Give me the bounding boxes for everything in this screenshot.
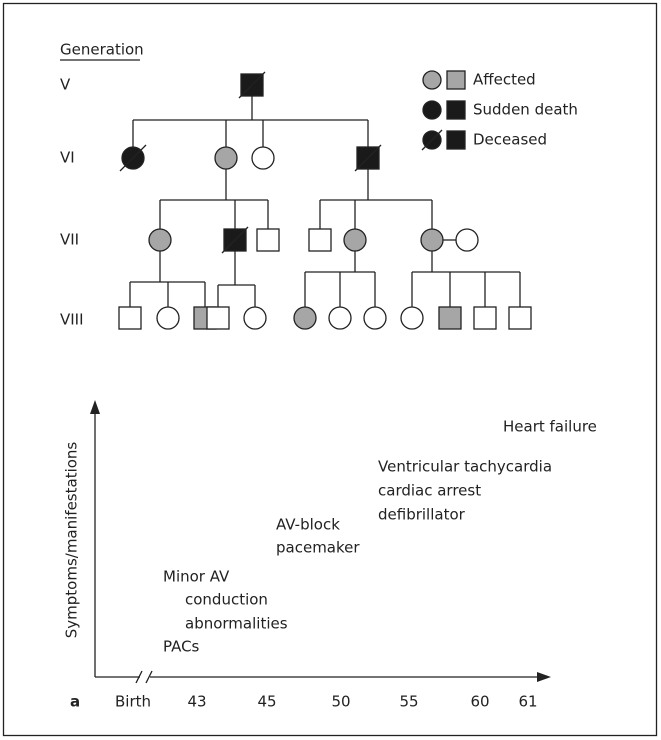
pedigree-lines bbox=[129, 96, 521, 307]
legend-label: Deceased bbox=[473, 131, 547, 149]
panel-label: a bbox=[70, 693, 80, 711]
timeline-axes bbox=[90, 400, 551, 684]
event-text: PACs bbox=[163, 638, 200, 656]
pedigree-symbols bbox=[118, 71, 532, 330]
event-text: Heart failure bbox=[503, 418, 597, 436]
event-text: Ventricular tachycardia bbox=[378, 458, 552, 476]
x-label: 61 bbox=[518, 693, 537, 711]
x-label: Birth bbox=[115, 693, 151, 711]
generation-label: VII bbox=[60, 231, 79, 249]
y-axis-label: Symptoms/manifestations bbox=[63, 442, 81, 639]
event-text: Minor AV bbox=[163, 568, 230, 586]
x-label: 45 bbox=[257, 693, 276, 711]
generation-label: V bbox=[60, 76, 71, 94]
x-label: 50 bbox=[331, 693, 350, 711]
heading: Generation bbox=[60, 41, 144, 59]
event-text: AV-block bbox=[276, 516, 340, 534]
event-text: cardiac arrest bbox=[378, 482, 481, 500]
legend: Affected Sudden death Deceased bbox=[421, 70, 578, 151]
x-label: 55 bbox=[399, 693, 418, 711]
event-text: defibrillator bbox=[378, 506, 466, 524]
legend-label: Sudden death bbox=[473, 101, 578, 119]
event-text: conduction bbox=[185, 591, 268, 609]
event-text: pacemaker bbox=[276, 539, 360, 557]
x-label: 43 bbox=[187, 693, 206, 711]
x-label: 60 bbox=[470, 693, 489, 711]
generation-label: VIII bbox=[60, 311, 84, 329]
legend-label: Affected bbox=[473, 71, 536, 89]
event-text: abnormalities bbox=[185, 615, 288, 633]
generation-label: VI bbox=[60, 149, 75, 167]
